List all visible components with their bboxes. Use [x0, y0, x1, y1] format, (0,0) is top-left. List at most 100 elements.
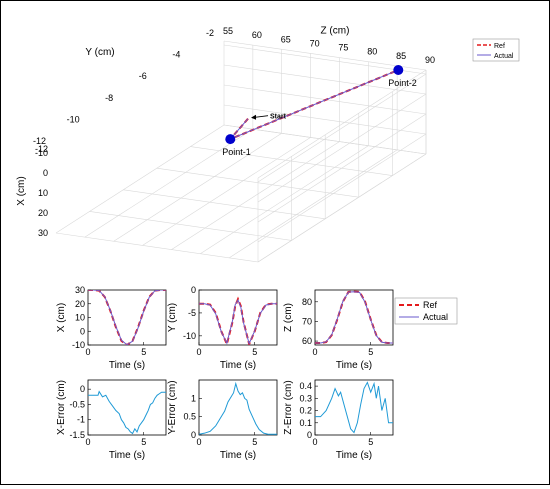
- x-tick-label: 20: [38, 208, 48, 218]
- x-axis-label: Time (s): [220, 360, 256, 371]
- y-tick-label: 0.5: [183, 412, 196, 422]
- y-tick-label: 0: [307, 430, 312, 440]
- x-axis-label: Time (s): [220, 450, 256, 461]
- series-line-actual: [199, 298, 277, 345]
- y-tick-label: 0.3: [299, 393, 312, 403]
- series-line-actual: [229, 69, 399, 140]
- y-tick-label: 10: [75, 313, 85, 323]
- legend-label-actual: Actual: [423, 312, 448, 322]
- y-tick-label: 0: [80, 326, 85, 336]
- x-tick-label: -12: [35, 144, 48, 154]
- x-axis-label: X (cm): [16, 176, 27, 205]
- z-tick-label: 55: [223, 26, 233, 36]
- series-line-x-error: [88, 390, 166, 435]
- legend-label-ref: Ref: [423, 300, 438, 310]
- z-tick-label: 80: [367, 47, 377, 57]
- grid-line: [223, 44, 427, 75]
- y-tick-label: 1: [191, 393, 196, 403]
- grid-line: [228, 149, 398, 259]
- grid-line: [156, 167, 359, 198]
- grid-line: [257, 153, 427, 263]
- legend-3d: Ref Actual: [472, 38, 520, 62]
- grid-line: [171, 141, 340, 250]
- y-tick-label: 0: [191, 430, 196, 440]
- series-line-actual: [88, 290, 166, 345]
- x-tick-label: 5: [368, 437, 373, 447]
- legend-label-ref: Ref: [494, 43, 505, 50]
- subplot-x-error: 0 5 -1.5 -1 -0.5 0 Time (s) X-Error (cm): [56, 379, 167, 461]
- y-tick-label: -2: [206, 28, 214, 38]
- x-tick-label: 5: [141, 437, 146, 447]
- y-tick-label: 60: [302, 336, 312, 346]
- y-tick-label: -5: [188, 308, 196, 318]
- y-tick-label: 0.4: [299, 381, 312, 391]
- y-tick-label: 0: [191, 285, 196, 295]
- y-tick-label: -10: [72, 340, 85, 350]
- grid-line: [55, 124, 225, 234]
- y-tick-label: 0.2: [299, 406, 312, 416]
- y-tick-label: -8: [105, 93, 113, 103]
- z-tick-label: 90: [425, 55, 435, 65]
- x-tick-label: 0: [312, 347, 317, 357]
- y-tick-label: 0.1: [299, 418, 312, 428]
- x-tick-label: 0: [85, 347, 90, 357]
- y-axis-label: Z-Error (cm): [283, 380, 294, 434]
- y-axis-label: Z (cm): [283, 303, 294, 332]
- plot-area: [198, 379, 278, 436]
- y-axis-label: Y-Error (cm): [167, 380, 178, 434]
- y-tick-label: -1.5: [69, 430, 85, 440]
- x-tick-label: 5: [252, 437, 257, 447]
- grid-line: [257, 73, 427, 183]
- x-tick-label: 10: [38, 188, 48, 198]
- x-tick-label: 0: [196, 347, 201, 357]
- legend-label-actual: Actual: [494, 53, 514, 60]
- start-arrow-head: [251, 114, 257, 120]
- x-tick-label: 5: [368, 347, 373, 357]
- point-marker: [225, 134, 236, 145]
- y-tick-label: -10: [183, 331, 196, 341]
- x-tick-label: 0: [85, 437, 90, 447]
- x-tick-label: 5: [141, 347, 146, 357]
- x-axis-label: Time (s): [109, 360, 145, 371]
- grid-line: [200, 145, 369, 254]
- grid-line: [223, 40, 427, 71]
- x-axis-label: Time (s): [336, 360, 372, 371]
- y-tick-label: 80: [302, 297, 312, 307]
- y-axis-label: Y (cm): [167, 303, 178, 332]
- grid-line: [257, 113, 427, 223]
- z-tick-label: 75: [338, 43, 348, 53]
- grid-line: [257, 133, 427, 243]
- x-tick-label: 0: [312, 437, 317, 447]
- z-tick-label: 70: [310, 38, 320, 48]
- grid-line: [55, 232, 259, 263]
- grid-line: [223, 64, 427, 95]
- y-tick-label: 70: [302, 316, 312, 326]
- annotation-point-1: Point-1: [222, 147, 251, 157]
- grid-line: [123, 189, 326, 220]
- annotation-point-2: Point-2: [388, 78, 417, 88]
- y-tick-label: -0.5: [69, 399, 85, 409]
- grid-line: [142, 137, 311, 246]
- y-tick-label: 0: [80, 384, 85, 394]
- x-tick-label: -10: [35, 148, 48, 158]
- plot-area: [314, 289, 394, 346]
- y-tick-label: -1: [77, 415, 85, 425]
- grid-line: [257, 69, 427, 179]
- y-axis-label: X-Error (cm): [56, 380, 67, 435]
- legend-2d: Ref Actual: [394, 297, 458, 325]
- grid-line: [257, 93, 427, 203]
- plot-area: [87, 289, 167, 346]
- z-axis-label: Z (cm): [321, 26, 350, 37]
- x-axis-label: Time (s): [336, 450, 372, 461]
- x-tick-label: 0: [43, 168, 48, 178]
- x-axis-label: Time (s): [109, 450, 145, 461]
- subplot-y: 0 5 -10 -5 0 Time (s) Y (cm): [167, 285, 278, 371]
- grid-line: [113, 133, 282, 242]
- grid-line: [223, 104, 427, 135]
- x-tick-label: 5: [252, 347, 257, 357]
- y-tick-label: -4: [172, 50, 180, 60]
- grid-line: [190, 146, 393, 176]
- grid-line: [89, 211, 292, 241]
- annotation-start: Start: [270, 114, 287, 121]
